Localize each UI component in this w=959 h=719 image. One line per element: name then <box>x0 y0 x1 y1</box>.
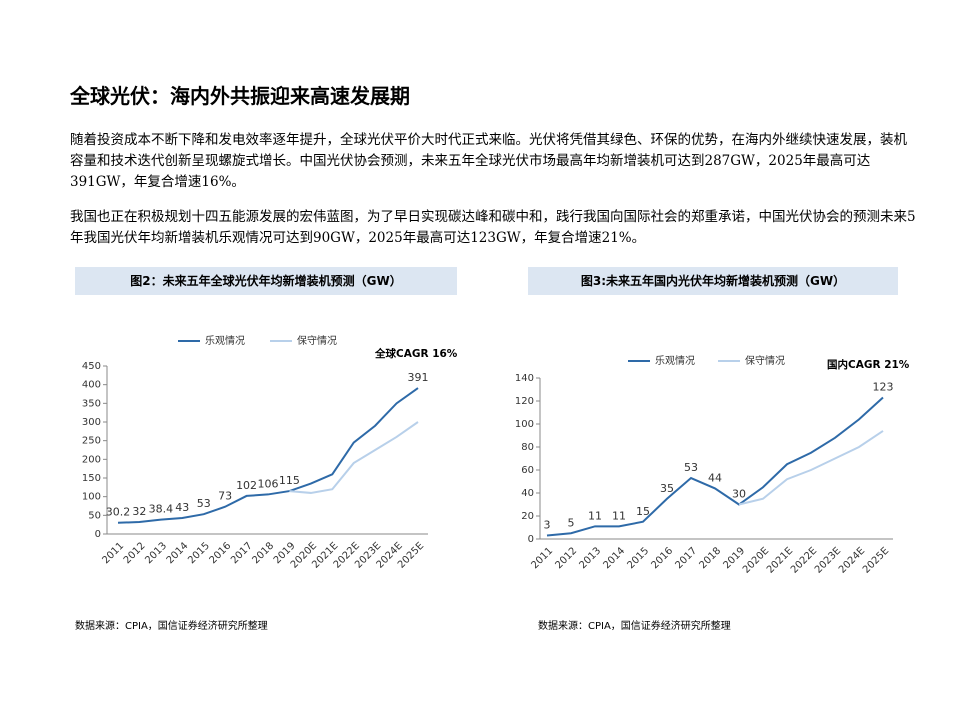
data-label: 43 <box>175 501 189 514</box>
x-tick-label: 2025E <box>861 545 891 575</box>
annotation: 国内CAGR 21% <box>827 358 910 371</box>
data-label: 30 <box>732 488 746 501</box>
legend-label: 乐观情况 <box>655 354 695 367</box>
legend-label: 保守情况 <box>297 334 337 347</box>
series-line <box>289 421 419 494</box>
y-tick-label: 0 <box>528 534 534 545</box>
y-tick-label: 450 <box>82 361 101 372</box>
data-label: 11 <box>612 509 626 522</box>
paragraph: 随着投资成本不断下降和发电效率逐年提升，全球光伏平价大时代正式来临。光伏将凭借其… <box>70 132 907 190</box>
y-tick-label: 60 <box>521 465 534 476</box>
x-tick-label: 2013 <box>143 540 169 566</box>
y-tick-label: 100 <box>82 492 101 503</box>
data-label: 32 <box>132 505 146 518</box>
y-tick-label: 150 <box>82 473 101 484</box>
y-tick-label: 20 <box>521 511 534 522</box>
x-tick-label: 2013 <box>577 545 603 571</box>
x-tick-label: 2015 <box>186 540 212 566</box>
y-tick-label: 80 <box>521 442 534 453</box>
series-line <box>738 430 884 506</box>
data-label: 102 <box>236 479 257 492</box>
x-tick-label: 2018 <box>697 545 723 571</box>
y-tick-label: 120 <box>515 396 534 407</box>
legend-label: 乐观情况 <box>205 334 245 347</box>
x-tick-label: 2012 <box>122 540 148 566</box>
source-note: 数据来源：CPIA，国信证券经济研究所整理 <box>538 621 731 632</box>
x-tick-label: 2015 <box>625 545 651 571</box>
data-label: 3 <box>544 519 551 532</box>
x-tick-label: 2020E <box>741 545 771 575</box>
data-label: 123 <box>873 381 894 394</box>
y-tick-label: 50 <box>88 510 101 521</box>
x-tick-label: 2017 <box>673 545 699 571</box>
y-tick-label: 350 <box>82 398 101 409</box>
page-title: 全球光伏：海内外共振迎来高速发展期 <box>70 84 410 108</box>
data-label: 73 <box>218 490 232 503</box>
data-label: 44 <box>708 471 722 484</box>
data-label: 391 <box>408 371 429 384</box>
x-tick-label: 2022E <box>789 545 819 575</box>
data-label: 11 <box>588 509 602 522</box>
data-label: 35 <box>660 482 674 495</box>
data-label: 115 <box>279 474 300 487</box>
x-tick-label: 2011 <box>529 545 555 571</box>
data-label: 30.2 <box>106 506 131 519</box>
x-tick-label: 2024E <box>837 545 867 575</box>
x-tick-label: 2017 <box>229 540 255 566</box>
x-tick-label: 2012 <box>553 545 579 571</box>
y-tick-label: 40 <box>521 488 534 499</box>
x-tick-label: 2011 <box>100 540 126 566</box>
x-tick-label: 2018 <box>250 540 276 566</box>
series-line <box>546 396 884 537</box>
x-tick-label: 2016 <box>649 545 675 571</box>
chart-caption: 图2：未来五年全球光伏年均新增装机预测（GW） <box>75 267 457 295</box>
x-tick-label: 2016 <box>208 540 234 566</box>
x-tick-label: 2023E <box>813 545 843 575</box>
chart-caption: 图3:未来五年国内光伏年均新增装机预测（GW） <box>528 267 898 295</box>
legend-label: 保守情况 <box>745 354 785 367</box>
data-label: 53 <box>197 497 211 510</box>
x-tick-label: 2021E <box>765 545 795 575</box>
data-label: 38.4 <box>149 503 174 516</box>
y-tick-label: 400 <box>82 380 101 391</box>
annotation: 全球CAGR 16% <box>374 347 458 360</box>
series-line <box>117 387 419 524</box>
data-label: 5 <box>568 516 575 529</box>
data-label: 106 <box>258 477 279 490</box>
paragraph: 我国也正在积极规划十四五能源发展的宏伟蓝图，为了早日实现碳达峰和碳中和，践行我国… <box>70 209 916 246</box>
y-tick-label: 250 <box>82 436 101 447</box>
y-tick-label: 200 <box>82 454 101 465</box>
y-tick-label: 300 <box>82 417 101 428</box>
data-label: 15 <box>636 505 650 518</box>
y-tick-label: 140 <box>515 373 534 384</box>
y-tick-label: 0 <box>95 529 101 540</box>
y-tick-label: 100 <box>515 419 534 430</box>
source-note: 数据来源：CPIA，国信证券经济研究所整理 <box>75 621 268 632</box>
x-tick-label: 2014 <box>601 545 627 571</box>
x-tick-label: 2014 <box>165 540 191 566</box>
data-label: 53 <box>684 461 698 474</box>
